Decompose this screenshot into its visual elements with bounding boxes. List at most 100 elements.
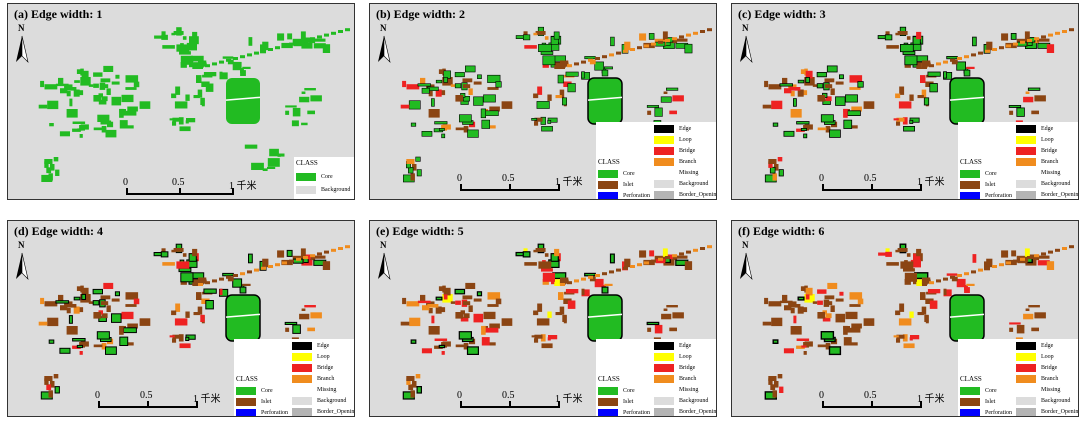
road-patch	[317, 252, 322, 256]
urban-patch	[133, 298, 140, 305]
urban-patch	[309, 37, 316, 44]
urban-patch	[1037, 255, 1050, 259]
urban-patch	[459, 114, 472, 123]
urban-patch	[125, 87, 137, 90]
urban-patch	[972, 36, 977, 47]
urban-patch	[44, 378, 49, 385]
urban-patch	[830, 88, 835, 95]
road-patch	[1062, 247, 1067, 250]
urban-patch	[524, 262, 537, 266]
urban-patch	[47, 317, 59, 327]
scale-bar: 0 0.5 1 千米	[123, 177, 257, 199]
scale-bar-label: 1 千米	[917, 177, 945, 188]
road-patch	[999, 46, 1004, 50]
urban-patch	[784, 305, 792, 311]
urban-patch	[185, 94, 190, 101]
urban-patch	[863, 101, 875, 109]
urban-patch	[849, 87, 861, 90]
urban-patch	[1033, 37, 1040, 44]
urban-patch	[38, 104, 48, 109]
urban-patch	[58, 294, 64, 302]
urban-patch	[956, 278, 966, 288]
urban-patch	[943, 71, 947, 79]
urban-patch	[1037, 38, 1050, 42]
urban-patch	[180, 55, 193, 65]
legend-item-label: Missing	[1041, 170, 1061, 176]
urban-patch	[262, 168, 268, 171]
road-patch	[324, 250, 329, 254]
urban-patch	[562, 97, 568, 106]
urban-patch	[454, 72, 465, 78]
road-patch	[651, 259, 656, 263]
urban-patch	[244, 144, 258, 149]
urban-patch	[534, 338, 539, 343]
urban-patch	[192, 248, 198, 257]
urban-patch	[93, 83, 99, 88]
park-core-block	[949, 77, 985, 125]
legend-item: Branch	[1016, 375, 1058, 383]
urban-patch	[179, 343, 191, 349]
urban-patch	[584, 272, 596, 277]
urban-patch	[899, 44, 914, 53]
urban-patch	[439, 128, 445, 131]
map-panel: (d) Edge width: 4 N 0 0.5 1 千米 Edge Loop Bridge…	[7, 220, 355, 417]
road-patch	[957, 57, 962, 60]
urban-patch	[1001, 33, 1009, 41]
road-patch	[957, 274, 962, 277]
urban-patch	[72, 121, 86, 124]
urban-patch	[111, 81, 120, 85]
urban-patch	[301, 308, 306, 311]
urban-patch	[462, 295, 473, 300]
urban-patch	[46, 167, 52, 174]
road-patch	[978, 268, 983, 272]
urban-patch	[50, 164, 55, 171]
urban-patch	[406, 378, 411, 385]
urban-patch	[909, 94, 914, 101]
urban-patch	[88, 301, 94, 304]
scale-bar-label: 0	[457, 390, 462, 401]
urban-patch	[790, 326, 802, 335]
legend-item-label: Islet	[261, 399, 272, 405]
urban-patch	[916, 31, 922, 40]
road-patch	[595, 274, 600, 277]
scale-bar-label: 1 千米	[555, 177, 583, 188]
legend-item-label: Border_Opening	[1041, 409, 1079, 415]
urban-patch	[956, 61, 966, 71]
legend-item: Bridge	[654, 147, 695, 155]
legend-swatch	[1016, 375, 1036, 383]
urban-patch	[839, 291, 844, 296]
urban-patch	[125, 292, 139, 300]
urban-patch	[192, 279, 202, 286]
urban-patch	[515, 35, 524, 40]
urban-patch	[44, 159, 53, 164]
urban-patch	[467, 129, 479, 138]
urban-patch	[1016, 324, 1025, 334]
urban-patch	[111, 298, 120, 302]
urban-patch	[816, 83, 824, 89]
urban-patch	[565, 289, 579, 294]
urban-patch	[65, 87, 77, 91]
urban-patch	[768, 301, 782, 307]
legend-swatch	[296, 186, 316, 194]
legend-swatch	[654, 180, 674, 188]
road-patch	[936, 279, 941, 283]
panel-title: (d) Edge width: 4	[14, 224, 104, 238]
urban-patch	[454, 288, 466, 295]
urban-patch	[428, 109, 440, 118]
urban-patch	[554, 62, 564, 69]
urban-patch	[515, 251, 525, 257]
urban-patch	[73, 89, 80, 97]
urban-patch	[476, 291, 483, 297]
urban-patch	[803, 351, 807, 355]
urban-patch	[435, 89, 442, 97]
panel-title: (b) Edge width: 2	[376, 7, 466, 21]
urban-patch	[219, 288, 223, 296]
urban-patch	[563, 298, 572, 304]
urban-patch	[1009, 110, 1014, 115]
legend-class-label: CLASS	[236, 375, 258, 383]
urban-patch	[434, 121, 448, 125]
urban-patch	[924, 314, 929, 322]
urban-patch	[100, 295, 111, 300]
legend-item: Perforation	[236, 409, 288, 416]
urban-patch	[1034, 312, 1046, 319]
